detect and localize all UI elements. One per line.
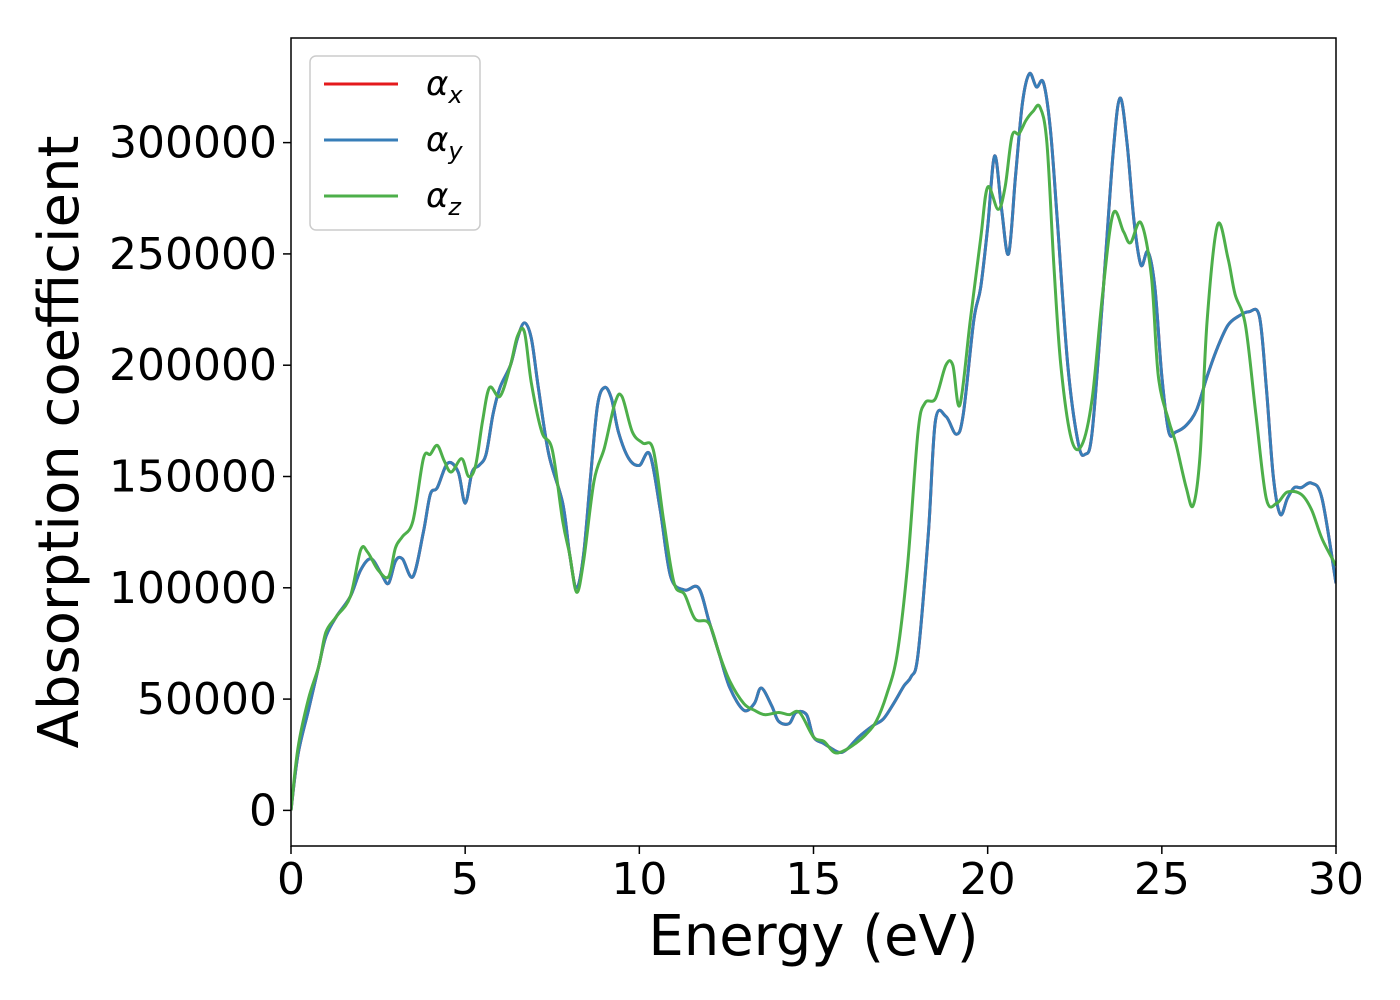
y-tick-label: 150000	[109, 452, 277, 503]
y-tick-label: 250000	[109, 229, 277, 280]
legend-box	[309, 55, 481, 231]
legend-label-x: αx	[426, 64, 463, 109]
x-tick-label: 15	[786, 854, 842, 905]
legend: αx αy αz	[309, 55, 481, 231]
x-tick-label: 0	[277, 854, 305, 905]
x-axis-label: Energy (eV)	[648, 904, 978, 969]
y-tick-label: 200000	[109, 340, 277, 391]
series-line-z	[291, 103, 1336, 811]
x-tick-label: 10	[611, 854, 667, 905]
y-tick-label: 50000	[137, 674, 277, 725]
legend-label-y: αy	[426, 120, 463, 165]
legend-label-z: αz	[426, 176, 462, 221]
x-axis-ticks: 0 5 10 15 20 25 30	[277, 846, 1364, 905]
x-tick-label: 25	[1134, 854, 1190, 905]
y-tick-label: 100000	[109, 563, 277, 614]
y-tick-label: 300000	[109, 118, 277, 169]
y-axis-label: Absorption coefficient	[27, 136, 92, 749]
y-tick-label: 0	[249, 785, 277, 836]
x-tick-label: 20	[960, 854, 1016, 905]
x-tick-label: 30	[1308, 854, 1364, 905]
series-layer	[291, 71, 1336, 811]
y-axis-ticks: 0 50000 100000 150000 200000 250000 300000	[109, 118, 291, 836]
x-tick-label: 5	[451, 854, 479, 905]
